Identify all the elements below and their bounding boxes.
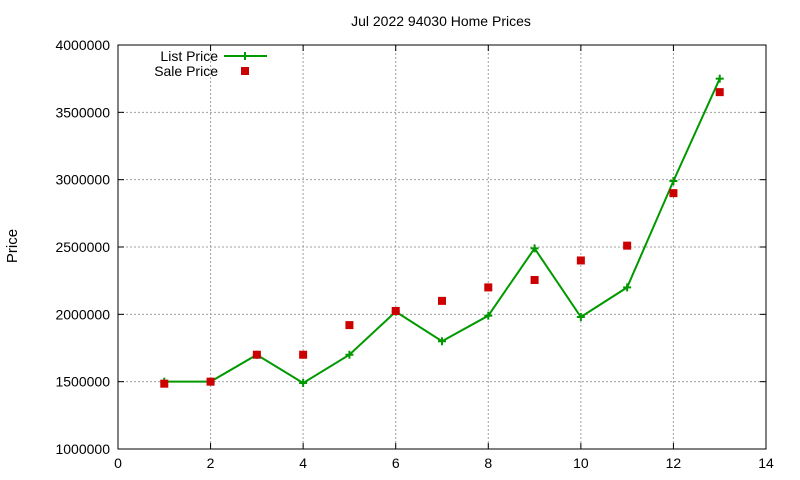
sale-price-point bbox=[206, 377, 215, 386]
legend-swatch-square bbox=[241, 67, 249, 75]
sale-price-point bbox=[530, 275, 539, 284]
plot-border bbox=[117, 44, 767, 450]
axes: 0 2 4 6 8 10 12 14 1000000 1500000 2000000 2500000 3… bbox=[55, 37, 774, 471]
series bbox=[160, 74, 724, 388]
list-price-point bbox=[438, 337, 446, 346]
y-tick-label: 4000000 bbox=[55, 37, 110, 53]
y-tick-label: 2000000 bbox=[55, 306, 110, 322]
list-price-point bbox=[623, 283, 632, 292]
y-tick-label: 1000000 bbox=[55, 441, 110, 457]
sale-price-point bbox=[252, 350, 261, 359]
x-tick-label: 6 bbox=[392, 455, 400, 471]
y-axis-label: Price bbox=[4, 229, 21, 263]
x-tick-label: 14 bbox=[758, 455, 774, 471]
x-tick-label: 12 bbox=[666, 455, 682, 471]
list-price-point bbox=[669, 177, 678, 186]
sale-price-point bbox=[438, 296, 446, 305]
x-tick-label: 8 bbox=[484, 455, 492, 471]
legend-label: List Price bbox=[160, 48, 218, 64]
x-tick-label: 0 bbox=[114, 455, 122, 471]
sale-price-point bbox=[576, 256, 585, 265]
list-price-point bbox=[530, 244, 539, 253]
list-price-point bbox=[484, 311, 493, 320]
list-price-point bbox=[715, 74, 724, 83]
sale-price-point bbox=[715, 88, 724, 97]
sale-price-point bbox=[160, 379, 169, 388]
y-tick-label: 1500000 bbox=[55, 374, 110, 390]
legend-swatch-marker bbox=[241, 52, 249, 60]
list-price-point bbox=[576, 313, 585, 322]
sale-price-point bbox=[669, 189, 678, 198]
sale-price-point bbox=[299, 350, 308, 359]
list-price-point bbox=[345, 350, 354, 359]
y-tick-label: 3000000 bbox=[55, 172, 110, 188]
chart-title: Jul 2022 94030 Home Prices bbox=[351, 13, 531, 29]
y-tick-label: 2500000 bbox=[55, 239, 110, 255]
y-tick-label: 3500000 bbox=[55, 104, 110, 120]
grid-lines bbox=[118, 45, 766, 449]
sale-price-point bbox=[484, 283, 493, 292]
legend-label: Sale Price bbox=[154, 63, 218, 79]
x-tick-label: 4 bbox=[299, 455, 307, 471]
sale-price-point bbox=[345, 321, 354, 330]
sale-price-point bbox=[623, 241, 632, 250]
x-tick-label: 10 bbox=[573, 455, 589, 471]
sale-price-point bbox=[391, 306, 400, 315]
list-price-point bbox=[299, 379, 308, 388]
x-tick-label: 2 bbox=[207, 455, 215, 471]
